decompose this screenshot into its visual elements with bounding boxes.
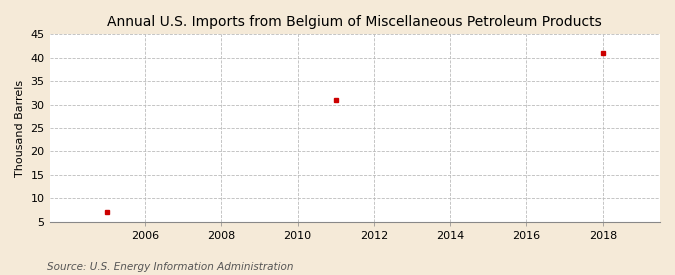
Title: Annual U.S. Imports from Belgium of Miscellaneous Petroleum Products: Annual U.S. Imports from Belgium of Misc… [107,15,602,29]
Y-axis label: Thousand Barrels: Thousand Barrels [15,79,25,177]
Text: Source: U.S. Energy Information Administration: Source: U.S. Energy Information Administ… [47,262,294,272]
